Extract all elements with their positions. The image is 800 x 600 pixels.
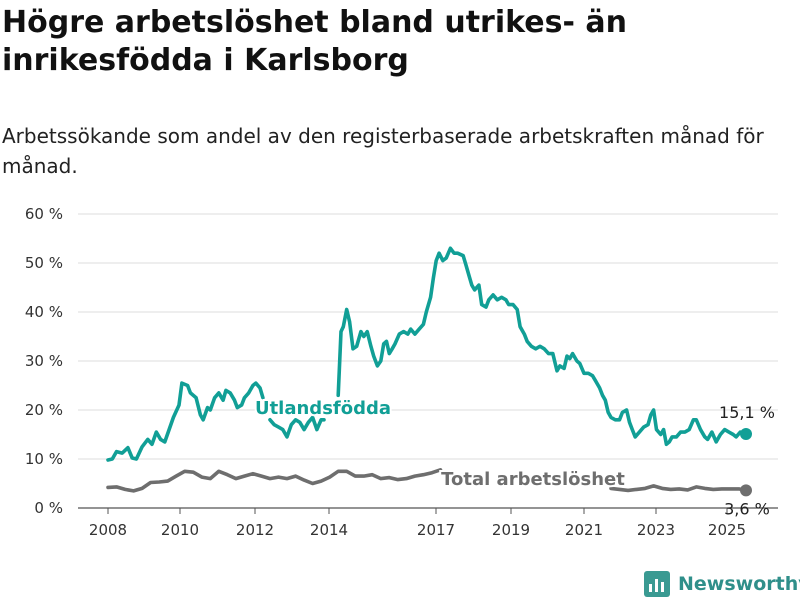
x-tick-label: 2014 [310,521,348,539]
utlandsfodda-line [336,246,748,447]
x-tick-label: 2017 [417,521,455,539]
y-tick-label: 30 % [25,352,63,370]
total-line [609,484,748,493]
total-line [106,468,443,493]
utlandsfodda-line [268,415,326,439]
axes: 0 % 10 % 20 % 30 % 40 % 50 % 60 % 2008 2010 2012 2… [25,205,746,539]
x-tick-label: 2008 [89,521,127,539]
y-tick-label: 20 % [25,401,63,419]
bar-chart-logo-icon [644,571,670,597]
series-lines [106,246,752,497]
x-tick-label: 2019 [492,521,530,539]
gridlines [78,213,778,509]
total-end-label: 3,6 % [724,499,770,518]
chart-title: Högre arbetslöshet bland utrikes- än inr… [2,5,627,78]
y-tick-label: 0 % [34,499,63,517]
chart-subtitle: Arbetssökande som andel av den registerb… [2,124,764,178]
y-tick-label: 10 % [25,450,63,468]
utlandsfodda-end-point [740,428,752,441]
x-tick-label: 2010 [161,521,199,539]
utlandsfodda-line [106,381,265,462]
x-tick-label: 2025 [708,521,746,539]
newsworthy-logo: Newsworthy [644,570,800,598]
x-tick-label: 2023 [637,521,675,539]
y-tick-label: 40 % [25,303,63,321]
utlandsfodda-end-label: 15,1 % [719,403,775,422]
y-tick-label: 60 % [25,205,63,223]
x-tick-label: 2021 [565,521,603,539]
total-end-point [740,484,752,497]
logo-text: Newsworthy [678,573,800,595]
total-series-label: Total arbetslöshet [441,469,625,490]
series-labels: 15,1 % Utlandsfödda 3,6 % Total arbetslöshe… [253,396,775,518]
x-tick-label: 2012 [236,521,274,539]
utlandsfodda-series-label: Utlandsfödda [255,398,391,419]
y-tick-label: 50 % [25,254,63,272]
